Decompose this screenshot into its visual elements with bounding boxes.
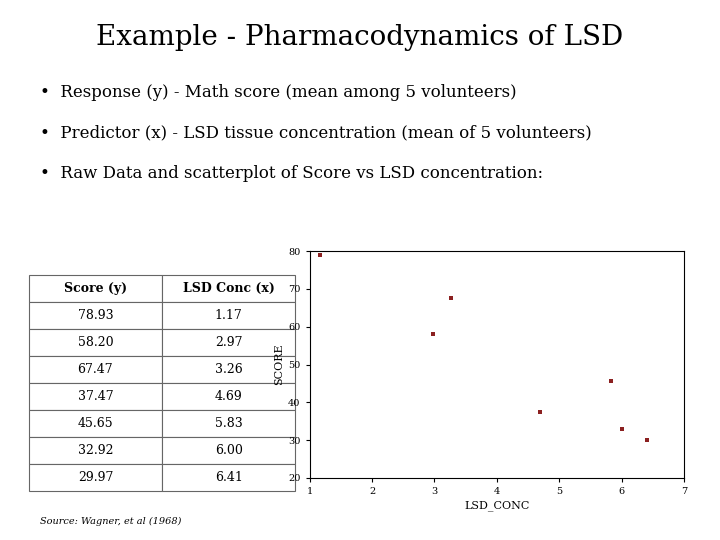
FancyBboxPatch shape (162, 464, 295, 491)
Text: 67.47: 67.47 (78, 363, 113, 376)
Text: 29.97: 29.97 (78, 471, 113, 484)
Text: •  Raw Data and scatterplot of Score vs LSD concentration:: • Raw Data and scatterplot of Score vs L… (40, 165, 543, 181)
Point (445, 294, 456, 303)
Y-axis label: SCORE: SCORE (274, 343, 284, 386)
FancyBboxPatch shape (29, 410, 162, 437)
FancyBboxPatch shape (162, 329, 295, 356)
FancyBboxPatch shape (29, 464, 162, 491)
Point (606, 376, 617, 385)
Text: •  Predictor (x) - LSD tissue concentration (mean of 5 volunteers): • Predictor (x) - LSD tissue concentrati… (40, 124, 591, 141)
Text: 78.93: 78.93 (78, 309, 113, 322)
Text: 5.83: 5.83 (215, 417, 243, 430)
Text: 6.41: 6.41 (215, 471, 243, 484)
Text: 6.00: 6.00 (215, 444, 243, 457)
Text: Example - Pharmacodynamics of LSD: Example - Pharmacodynamics of LSD (96, 24, 624, 51)
Text: 32.92: 32.92 (78, 444, 113, 457)
Text: 2.97: 2.97 (215, 336, 243, 349)
Text: Source: Wagner, et al (1968): Source: Wagner, et al (1968) (40, 517, 181, 526)
Point (427, 329, 438, 338)
FancyBboxPatch shape (29, 302, 162, 329)
Point (534, 408, 546, 416)
FancyBboxPatch shape (29, 437, 162, 464)
FancyBboxPatch shape (29, 275, 162, 302)
FancyBboxPatch shape (29, 329, 162, 356)
Text: 4.69: 4.69 (215, 390, 243, 403)
FancyBboxPatch shape (29, 383, 162, 410)
Text: •  Response (y) - Math score (mean among 5 volunteers): • Response (y) - Math score (mean among … (40, 84, 516, 100)
Point (315, 251, 326, 259)
Point (642, 436, 653, 444)
FancyBboxPatch shape (162, 383, 295, 410)
Text: 3.26: 3.26 (215, 363, 243, 376)
FancyBboxPatch shape (162, 437, 295, 464)
Text: 37.47: 37.47 (78, 390, 113, 403)
Text: 1.17: 1.17 (215, 309, 243, 322)
FancyBboxPatch shape (162, 356, 295, 383)
Point (616, 425, 627, 434)
FancyBboxPatch shape (29, 356, 162, 383)
FancyBboxPatch shape (162, 275, 295, 302)
Text: LSD Conc (x): LSD Conc (x) (183, 282, 274, 295)
Text: Score (y): Score (y) (64, 282, 127, 295)
X-axis label: LSD_CONC: LSD_CONC (464, 500, 529, 511)
Text: 58.20: 58.20 (78, 336, 113, 349)
FancyBboxPatch shape (162, 302, 295, 329)
Text: 45.65: 45.65 (78, 417, 113, 430)
FancyBboxPatch shape (162, 410, 295, 437)
